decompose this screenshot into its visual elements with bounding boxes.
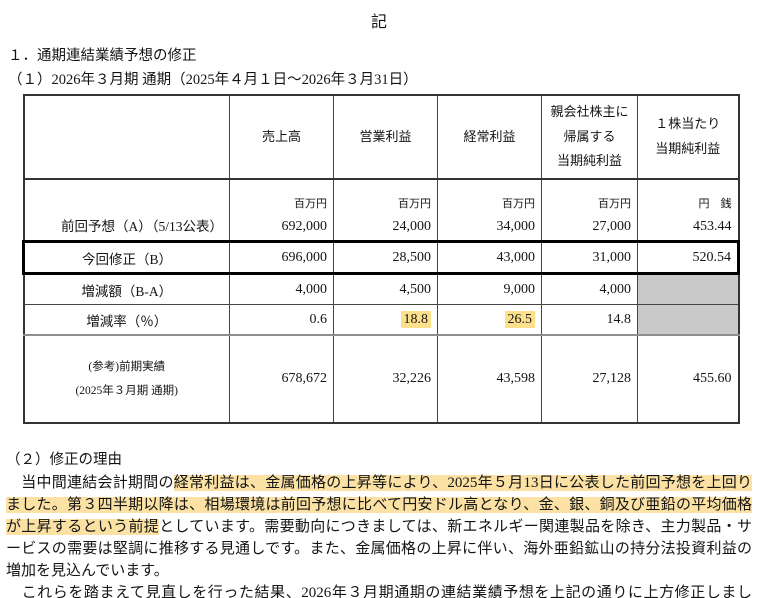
revised-ordinary-value: 43,000 (437, 240, 542, 275)
prior-actual-row: (参考)前期実績 (2025年３月期 通期) 678,672 32,226 43… (23, 334, 739, 424)
change-amount-label: 増減額（B-A） (23, 273, 230, 305)
change-sales-value: 4,000 (229, 273, 334, 305)
header-net-income: 親会社株主に 帰属する 当期純利益 (541, 94, 638, 180)
header-eps-line1: １株当たり (655, 116, 721, 132)
prior-net-income-value: 27,128 (541, 334, 638, 424)
previous-ordinary-cell: 百万円 34,000 (437, 178, 542, 242)
previous-ordinary-value: 34,000 (496, 219, 536, 234)
unit-label: 百万円 (398, 198, 431, 210)
previous-forecast-label: 前回予想（A）（5/13公表） (23, 178, 230, 242)
change-rate-row: 増減率（％） 0.6 18.8 26.5 14.8 (23, 304, 739, 336)
section2-heading: （２）修正の理由 (6, 452, 122, 468)
revision-reason-paragraph: 当中間連結会計期間の経常利益は、金属価格の上昇等により、2025年５月13日に公… (6, 472, 752, 582)
previous-net-income-cell: 百万円 27,000 (541, 178, 638, 242)
header-eps-line2: 当期純利益 (655, 141, 721, 156)
unit-label: 円 銭 (698, 198, 732, 210)
header-net-income-line2: 帰属する (563, 128, 616, 144)
prior-eps-value: 455.60 (637, 334, 739, 424)
prior-ordinary-value: 43,598 (437, 334, 542, 424)
reason-text-plain: 当中間連結会計期間の (6, 475, 174, 491)
previous-forecast-row: 前回予想（A）（5/13公表） 百万円 692,000 百万円 24,000 百… (23, 178, 739, 242)
unit-label: 百万円 (598, 198, 631, 210)
revised-forecast-row: 今回修正（B） 696,000 28,500 43,000 31,000 520… (22, 240, 740, 275)
header-net-income-line1: 親会社株主に (550, 103, 629, 119)
previous-operating-value: 24,000 (392, 219, 432, 234)
rate-eps-shaded-cell (637, 304, 739, 336)
revised-eps-value: 520.54 (637, 240, 740, 275)
table-header-row: 売上高 営業利益 経常利益 親会社株主に 帰属する 当期純利益 １株当たり 当期… (23, 94, 739, 180)
section1-heading: １．通期連結業績予想の修正 (8, 48, 197, 64)
header-ordinary-income: 経常利益 (437, 94, 542, 180)
header-empty-cell (23, 94, 230, 180)
rate-operating-cell: 18.8 (333, 304, 438, 336)
change-amount-row: 増減額（B-A） 4,000 4,500 9,000 4,000 (23, 273, 739, 305)
previous-sales-value: 692,000 (281, 219, 328, 234)
previous-sales-cell: 百万円 692,000 (229, 178, 334, 242)
header-eps: １株当たり 当期純利益 (637, 94, 739, 180)
prior-actual-label-line2: (2025年３月期 通期) (75, 385, 179, 397)
prior-operating-value: 32,226 (333, 334, 438, 424)
rate-sales-value: 0.6 (229, 304, 334, 336)
prior-actual-label: (参考)前期実績 (2025年３月期 通期) (23, 334, 230, 424)
revised-forecast-label: 今回修正（B） (22, 240, 230, 275)
revised-net-income-value: 31,000 (541, 240, 638, 275)
forecast-revision-table: 売上高 営業利益 経常利益 親会社株主に 帰属する 当期純利益 １株当たり 当期… (22, 94, 740, 424)
previous-operating-cell: 百万円 24,000 (333, 178, 438, 242)
previous-eps-value: 453.44 (693, 219, 732, 234)
previous-net-income-value: 27,000 (592, 219, 632, 234)
change-operating-value: 4,500 (333, 273, 438, 305)
doc-mark: 記 (370, 14, 388, 31)
change-eps-shaded-cell (637, 273, 739, 305)
prior-sales-value: 678,672 (229, 334, 334, 424)
rate-ordinary-value-highlighted: 26.5 (504, 310, 535, 328)
prior-actual-label-line1: (参考)前期実績 (88, 360, 166, 373)
rate-ordinary-cell: 26.5 (437, 304, 542, 336)
rate-net-income-value: 14.8 (541, 304, 638, 336)
previous-eps-cell: 円 銭 453.44 (637, 178, 739, 242)
unit-label: 百万円 (294, 198, 327, 210)
header-net-income-line3: 当期純利益 (556, 153, 622, 169)
section1-subheading: （１）2026年３月期 通期（2025年４月１日～2026年３月31日） (8, 72, 418, 88)
revised-operating-value: 28,500 (333, 240, 438, 275)
rate-operating-value-highlighted: 18.8 (400, 310, 431, 328)
header-operating-income: 営業利益 (333, 94, 438, 180)
reason-text-plain-2: としています。需要動向につきましては、新エネルギー関連製品を除き、主力製品・サー… (6, 519, 752, 579)
revised-sales-value: 696,000 (229, 240, 334, 275)
change-ordinary-value: 9,000 (437, 273, 542, 305)
change-rate-label: 増減率（％） (23, 304, 230, 336)
conclusion-paragraph: これらを踏まえて見直しを行った結果、2026年３月期通期の連結業績予想を上記の通… (21, 585, 752, 598)
header-sales: 売上高 (229, 94, 334, 180)
unit-label: 百万円 (502, 198, 535, 210)
change-net-income-value: 4,000 (541, 273, 638, 305)
